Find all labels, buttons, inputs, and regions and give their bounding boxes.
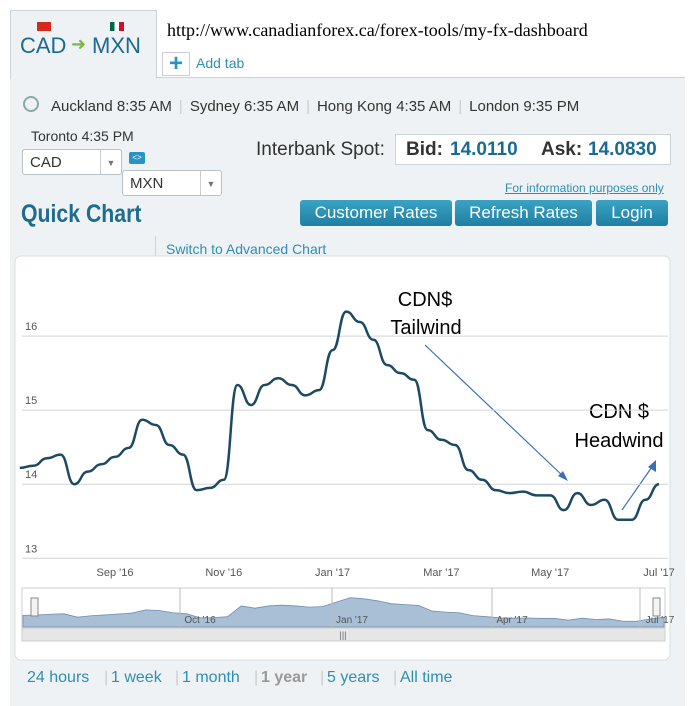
tab-arrow: ➜ xyxy=(71,34,87,54)
navigator-label: Jul '17 xyxy=(646,615,675,626)
select-from-value: CAD xyxy=(30,154,62,171)
navigator-handle[interactable] xyxy=(652,597,661,617)
chart-frame xyxy=(14,255,671,661)
x-tick-label: May '17 xyxy=(531,567,569,579)
disclaimer[interactable]: For information purposes only xyxy=(505,181,664,195)
select-to-value: MXN xyxy=(130,175,164,192)
range-link[interactable]: All time xyxy=(400,669,453,686)
scrollbar[interactable] xyxy=(21,627,666,642)
annotation: Tailwind xyxy=(390,317,461,339)
separator: | xyxy=(393,669,398,686)
y-tick-label: 16 xyxy=(25,321,37,333)
add-tab[interactable]: Add tab xyxy=(196,55,245,71)
advanced-link[interactable]: Switch to Advanced Chart xyxy=(166,241,327,257)
arrow xyxy=(424,344,566,479)
price-line xyxy=(19,310,660,522)
arrow-head xyxy=(648,460,656,472)
divider xyxy=(155,236,156,256)
separator: | xyxy=(320,669,325,686)
url: http://www.canadianforex.ca/forex-tools/… xyxy=(167,20,588,40)
bid-value: 14.0110 xyxy=(450,139,518,160)
clock: Hong Kong 4:35 AM xyxy=(316,98,452,115)
x-tick-label: Mar '17 xyxy=(423,567,459,579)
swap-button[interactable]: <> xyxy=(129,152,145,164)
clock: London 9:35 PM xyxy=(469,98,580,115)
navigator-area xyxy=(22,597,665,628)
tab-to: MXN xyxy=(92,33,141,58)
range-link[interactable]: 1 month xyxy=(182,669,240,686)
heading: Quick Chart xyxy=(21,200,142,228)
separator: | xyxy=(254,669,259,686)
button[interactable]: Customer Rates xyxy=(300,200,452,226)
separator: | xyxy=(104,669,109,686)
spot-label: Interbank Spot: xyxy=(256,139,385,160)
flag-ca xyxy=(37,22,51,31)
annotation: CDN $ xyxy=(589,401,649,423)
ask-value: 14.0830 xyxy=(588,139,657,160)
annotation: CDN$ xyxy=(398,289,452,311)
separator: | xyxy=(458,98,463,115)
tab[interactable] xyxy=(10,10,157,79)
button[interactable]: Login xyxy=(596,200,668,226)
y-tick-label: 13 xyxy=(25,543,37,555)
navigator-label: Apr '17 xyxy=(496,615,528,626)
x-tick-label: Jul '17 xyxy=(643,567,674,579)
button[interactable]: Refresh Rates xyxy=(455,200,592,226)
navigator-label: Oct '16 xyxy=(184,615,216,626)
range-link[interactable]: 1 year xyxy=(261,669,308,686)
clock-icon xyxy=(23,96,39,112)
navigator-label: Jan '17 xyxy=(336,615,368,626)
flag-mx xyxy=(110,22,124,31)
separator: | xyxy=(175,669,180,686)
clock: Sydney 6:35 AM xyxy=(189,98,300,115)
local-time: Toronto 4:35 PM xyxy=(31,128,134,144)
separator: | xyxy=(306,98,310,115)
arrow-head xyxy=(558,471,568,481)
tab-from: CAD xyxy=(20,33,67,58)
scroll-grip: ||| xyxy=(339,630,346,640)
range-link[interactable]: 24 hours xyxy=(27,669,90,686)
x-tick-label: Sep '16 xyxy=(97,567,134,579)
annotation: Headwind xyxy=(575,430,664,452)
bid-label: Bid: xyxy=(406,139,443,160)
add-tab-icon[interactable]: + xyxy=(162,52,190,76)
x-tick-label: Jan '17 xyxy=(315,567,350,579)
select-from[interactable]: CAD ▼ xyxy=(22,149,122,175)
navigator-handle[interactable] xyxy=(30,597,39,617)
arrow xyxy=(621,463,655,511)
clocks: Auckland 8:35 AM | Sydney 6:35 AM | Hong Kon… xyxy=(51,98,579,115)
select-arrow: ▼ xyxy=(100,150,121,174)
select-arrow: ▼ xyxy=(200,171,221,195)
range-link[interactable]: 1 week xyxy=(111,669,162,686)
y-tick-label: 14 xyxy=(25,469,37,481)
y-tick-label: 15 xyxy=(25,395,37,407)
x-tick-label: Nov '16 xyxy=(205,567,242,579)
spot-box xyxy=(395,134,671,165)
range-link[interactable]: 5 years xyxy=(327,669,380,686)
select-to[interactable]: MXN ▼ xyxy=(122,170,222,196)
ask-label: Ask: xyxy=(541,139,583,160)
clock: Auckland 8:35 AM xyxy=(51,98,172,115)
separator: | xyxy=(178,98,183,115)
